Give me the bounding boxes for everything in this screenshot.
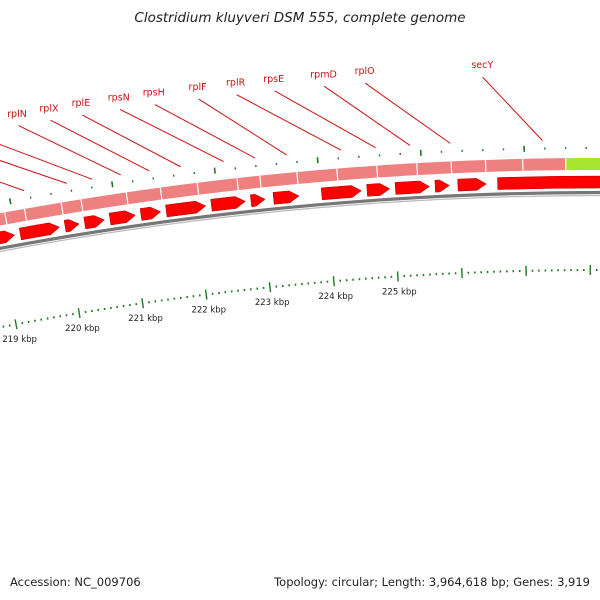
feature-divider — [259, 175, 262, 188]
gene-label: rpsH — [143, 88, 165, 99]
gene-arrow — [83, 215, 105, 230]
gene-arrow — [165, 200, 207, 218]
secY-feature — [565, 158, 600, 171]
ruler-label: 225 kbp — [382, 287, 417, 297]
gene-arrow — [320, 185, 362, 201]
gene-leader-line — [364, 82, 451, 144]
feature-divider — [60, 202, 64, 215]
ruler-tick — [268, 282, 272, 293]
map-title: Clostridium kluyveri DSM 555, complete g… — [134, 10, 466, 26]
gene-arrow — [0, 230, 16, 245]
gene-labels: rpsSrplVrpsCrplPrpmCrpsQrplNrplXrplErpsN… — [0, 60, 543, 192]
ruler-tick — [396, 271, 399, 282]
outer-tick — [213, 167, 216, 174]
gene-label: rplF — [189, 82, 207, 93]
ruler-label: 222 kbp — [191, 305, 226, 315]
feature-divider — [336, 168, 339, 181]
feature-divider — [80, 199, 84, 212]
gene-arrow-track — [0, 175, 600, 245]
gene-label: rpsN — [108, 92, 130, 103]
gene-leader-line — [50, 119, 150, 172]
gene-label: rpsE — [263, 74, 284, 85]
gene-leader-line — [119, 108, 224, 162]
backbone-line — [0, 194, 600, 253]
feature-track — [0, 158, 600, 226]
feature-divider — [296, 171, 299, 185]
ruler-label: 223 kbp — [255, 298, 290, 308]
gene-label: rplR — [226, 78, 246, 89]
gene-label: rplN — [7, 109, 27, 120]
ruler-tick — [204, 289, 208, 300]
feature-divider — [159, 187, 163, 200]
genome-backbone — [0, 190, 600, 253]
feature-divider — [416, 163, 419, 176]
gene-arrow — [139, 206, 162, 221]
cds-feature-band — [0, 158, 566, 226]
feature-divider — [236, 178, 239, 191]
gene-label: rplO — [355, 66, 375, 77]
ruler-label: 220 kbp — [65, 324, 100, 334]
gene-label: rplE — [72, 98, 91, 109]
genome-summary: Topology: circular; Length: 3,964,618 bp… — [274, 575, 590, 589]
gene-arrow — [210, 196, 246, 212]
feature-divider — [4, 212, 8, 225]
outer-tick — [8, 198, 12, 205]
gene-arrow — [457, 178, 487, 192]
gene-leader-line — [323, 85, 411, 146]
gene-leader-line — [82, 114, 181, 168]
gene-leader-line — [482, 76, 543, 141]
ruler-tick — [332, 276, 335, 287]
gene-arrow — [434, 179, 450, 193]
gene-arrow — [366, 183, 391, 197]
gene-arrow — [18, 222, 60, 241]
gene-arrow — [108, 210, 136, 226]
gene-leader-line — [154, 104, 256, 159]
outer-tick-track — [8, 145, 587, 205]
gene-arrow — [63, 219, 80, 233]
gene-arrow — [250, 194, 266, 207]
gene-arrow — [394, 180, 430, 195]
ruler-label: 224 kbp — [318, 292, 353, 302]
gene-label: rpmD — [310, 69, 337, 80]
gene-leader-line — [274, 90, 376, 149]
gene-leader-line — [18, 125, 121, 176]
backbone-line — [0, 190, 600, 251]
gene-label: rplX — [39, 103, 59, 114]
feature-divider — [450, 161, 453, 174]
ruler-tick — [14, 319, 18, 330]
feature-divider — [196, 182, 200, 195]
ruler-tick-track — [2, 265, 598, 330]
gene-leader-line — [198, 98, 287, 156]
gene-leader-line — [0, 181, 25, 192]
gene-arrow — [497, 175, 600, 190]
outer-tick — [111, 181, 114, 188]
feature-divider — [125, 192, 129, 205]
gene-arrow — [272, 190, 300, 205]
ruler-tick — [141, 298, 145, 309]
ruler-tick — [77, 308, 81, 319]
feature-divider — [376, 165, 379, 178]
gene-leader-line — [0, 143, 93, 180]
ruler-label: 221 kbp — [128, 314, 163, 324]
gene-leader-line — [236, 94, 342, 151]
outer-tick — [316, 157, 319, 164]
accession-label: Accession: NC_009706 — [10, 575, 141, 589]
feature-divider — [23, 208, 28, 221]
ruler-label: 219 kbp — [2, 335, 37, 345]
gene-leader-line — [0, 160, 67, 184]
gene-label: secY — [471, 60, 493, 71]
